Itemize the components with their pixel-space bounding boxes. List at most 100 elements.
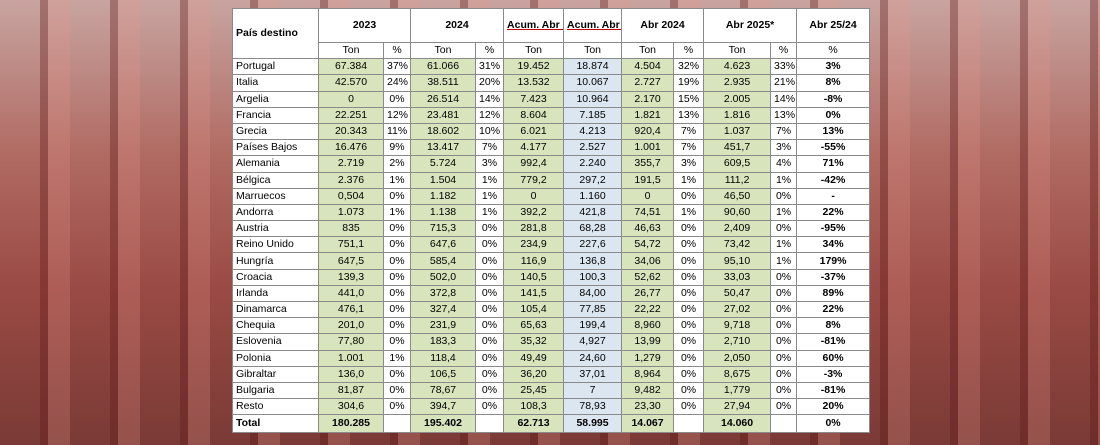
value-cell: 1% <box>770 236 798 254</box>
value-cell <box>770 414 798 434</box>
value-cell: 23.481 <box>410 106 477 124</box>
value-cell: 8.604 <box>503 106 565 124</box>
value-cell: 4,927 <box>563 333 623 351</box>
value-cell: 0% <box>770 300 798 319</box>
value-cell: 7% <box>770 122 798 141</box>
data-row: Austria 835 0% 715,3 0% 281,8 68,28 46,63 0% 2,40… <box>232 220 871 238</box>
data-row: Argelia 0 0% 26.514 14% 7.423 10.964 2.170 15% 2.… <box>232 90 871 108</box>
value-cell: 8,964 <box>621 365 675 383</box>
value-cell: 0% <box>382 333 412 351</box>
value-cell: 61.066 <box>410 58 477 76</box>
data-row: Andorra 1.073 1% 1.138 1% 392,2 421,8 74,51 1% 90… <box>232 203 871 222</box>
value-cell: 33% <box>770 58 798 76</box>
subheader-cell: Ton <box>318 41 384 60</box>
value-cell: 0% <box>673 349 705 367</box>
value-cell: 89% <box>796 284 871 303</box>
value-cell: 0% <box>382 365 412 383</box>
value-cell <box>673 414 705 434</box>
value-cell: 0% <box>673 268 705 286</box>
value-cell: 2,409 <box>703 220 772 238</box>
value-cell: 3% <box>475 155 505 173</box>
value-cell: 0% <box>382 300 412 319</box>
value-cell: 0% <box>770 349 798 367</box>
value-cell: 139,3 <box>318 268 384 286</box>
value-cell: 11% <box>382 122 412 141</box>
value-cell: 22,22 <box>621 300 675 319</box>
value-cell: 8,675 <box>703 365 772 383</box>
value-cell: 84,00 <box>563 284 623 303</box>
value-cell: 1% <box>770 252 798 270</box>
value-cell: 0% <box>475 381 505 400</box>
value-cell: 3% <box>770 139 798 157</box>
subheader-cell: % <box>382 41 412 60</box>
value-cell: 77,80 <box>318 333 384 351</box>
value-cell: 4.623 <box>703 58 772 76</box>
value-cell: 0% <box>382 236 412 254</box>
value-cell: 180.285 <box>318 414 384 434</box>
country-cell: Países Bajos <box>232 139 319 157</box>
header-cell: 2024 <box>410 8 505 43</box>
header-cell: 2023 <box>317 8 412 43</box>
country-cell: Polonia <box>232 349 319 367</box>
value-cell: 68,28 <box>563 220 623 238</box>
value-cell: 74,51 <box>621 203 675 222</box>
value-cell: 2.240 <box>563 155 623 173</box>
value-cell: 2.727 <box>621 74 675 92</box>
value-cell: 179% <box>796 252 871 270</box>
country-cell: Eslovenia <box>232 333 319 351</box>
value-cell <box>382 414 412 434</box>
value-cell: 451,7 <box>703 139 772 157</box>
value-cell: 394,7 <box>410 398 477 416</box>
value-cell: 21% <box>770 74 798 92</box>
value-cell: 9% <box>382 139 412 157</box>
value-cell: 15% <box>673 90 705 108</box>
value-cell: 372,8 <box>410 284 477 303</box>
value-cell: 647,5 <box>318 252 384 270</box>
value-cell: 108,3 <box>503 398 565 416</box>
value-cell: 118,4 <box>410 349 477 367</box>
value-cell: 111,2 <box>703 171 772 189</box>
value-cell: 46,50 <box>703 187 772 205</box>
data-row: Chequia 201,0 0% 231,9 0% 65,63 199,4 8,960 0% 9,… <box>232 317 871 335</box>
country-cell: Andorra <box>232 203 319 222</box>
value-cell: 0 <box>503 187 565 205</box>
value-cell: 2,050 <box>703 349 772 367</box>
value-cell: 33,03 <box>703 268 772 286</box>
country-cell: Irlanda <box>232 284 319 303</box>
value-cell: 22.251 <box>318 106 384 124</box>
data-row: Alemania 2.719 2% 5.724 3% 992,4 2.240 355,7 3% 6… <box>232 155 871 173</box>
data-row: Grecia 20.343 11% 18.602 10% 6.021 4.213 920,4 7… <box>232 122 871 141</box>
data-row: Italia 42.570 24% 38.511 20% 13.532 10.067 2.72… <box>232 74 871 92</box>
data-row: Reino Unido 751,1 0% 647,6 0% 234,9 227,6 54,72… <box>232 236 871 254</box>
value-cell: 1.138 <box>410 203 477 222</box>
value-cell: 3% <box>796 58 871 76</box>
value-cell: 0% <box>382 268 412 286</box>
value-cell: 0% <box>770 398 798 416</box>
value-cell: 12% <box>382 106 412 124</box>
data-row: Dinamarca 476,1 0% 327,4 0% 105,4 77,85 22,22 0%… <box>232 300 871 319</box>
value-cell: 14.067 <box>621 414 675 434</box>
value-cell: 38.511 <box>410 74 477 92</box>
value-cell: 0% <box>673 365 705 383</box>
value-cell: 1% <box>382 171 412 189</box>
value-cell: 105,4 <box>503 300 565 319</box>
value-cell: 136,8 <box>563 252 623 270</box>
value-cell: 0 <box>621 187 675 205</box>
value-cell: 4.177 <box>503 139 565 157</box>
value-cell: 34,06 <box>621 252 675 270</box>
value-cell: 49,49 <box>503 349 565 367</box>
value-cell: 4.504 <box>621 58 675 76</box>
value-cell: 0% <box>475 220 505 238</box>
subheader-cell: % <box>673 41 705 60</box>
value-cell: 18.874 <box>563 58 623 76</box>
value-cell: 1% <box>475 187 505 205</box>
header-cell: País destino <box>232 7 319 60</box>
value-cell: 199,4 <box>563 317 623 335</box>
value-cell: 0% <box>382 381 412 400</box>
value-cell: 647,6 <box>410 236 477 254</box>
country-cell: Alemania <box>232 155 319 173</box>
value-cell: 1.504 <box>410 171 477 189</box>
subheader-cell: Ton <box>503 41 565 60</box>
data-row: Hungría 647,5 0% 585,4 0% 116,9 136,8 34,06 0% 95… <box>232 252 871 270</box>
